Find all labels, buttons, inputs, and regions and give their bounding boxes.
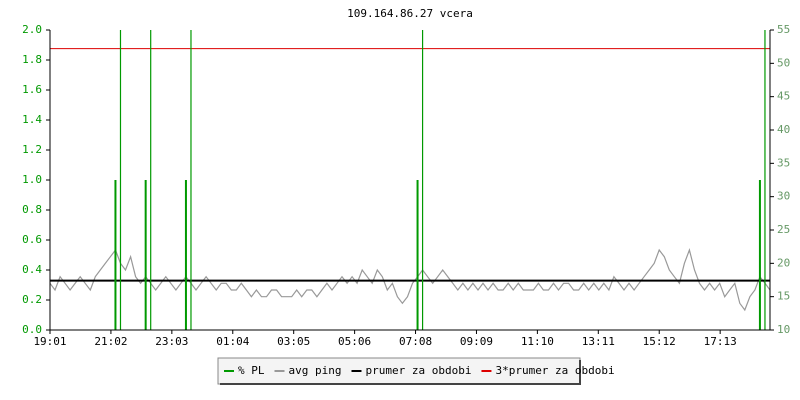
y2-tick-label: 10 [777, 323, 790, 336]
y-tick-label: 1.4 [22, 113, 42, 126]
y-tick-label: 2.0 [22, 23, 42, 36]
legend-label: 3*prumer za obdobi [495, 364, 614, 377]
y-tick-label: 1.6 [22, 83, 42, 96]
y2-tick-label: 35 [777, 156, 790, 169]
ping-line [50, 248, 770, 312]
legend-label: prumer za obdobi [365, 364, 471, 377]
x-tick-label: 17:13 [704, 335, 737, 348]
x-tick-label: 01:04 [216, 335, 249, 348]
y2-tick-label: 30 [777, 190, 790, 203]
y-tick-label: 1.8 [22, 53, 42, 66]
y2-tick-label: 45 [777, 90, 790, 103]
x-tick-label: 07:08 [399, 335, 432, 348]
x-tick-label: 13:11 [582, 335, 615, 348]
y2-tick-label: 55 [777, 23, 790, 36]
x-tick-label: 09:09 [460, 335, 493, 348]
x-tick-label: 05:06 [338, 335, 371, 348]
plot-area [50, 30, 770, 330]
y-tick-label: 0.4 [22, 263, 42, 276]
x-tick-label: 11:10 [521, 335, 554, 348]
x-tick-label: 19:01 [33, 335, 66, 348]
y2-tick-label: 40 [777, 123, 790, 136]
legend-label: % PL [238, 364, 265, 377]
y-tick-label: 0.6 [22, 233, 42, 246]
y2-tick-label: 20 [777, 256, 790, 269]
y2-tick-label: 15 [777, 290, 790, 303]
x-tick-label: 21:02 [94, 335, 127, 348]
y2-tick-label: 50 [777, 56, 790, 69]
y-tick-label: 0.8 [22, 203, 42, 216]
x-tick-label: 15:12 [643, 335, 676, 348]
x-tick-label: 03:05 [277, 335, 310, 348]
y2-tick-label: 25 [777, 223, 790, 236]
legend-label: avg ping [289, 364, 342, 377]
y-tick-label: 1.0 [22, 173, 42, 186]
y-tick-label: 0.2 [22, 293, 42, 306]
x-tick-label: 23:03 [155, 335, 188, 348]
y-tick-label: 0.0 [22, 323, 42, 336]
y-tick-label: 1.2 [22, 143, 42, 156]
chart-title: 109.164.86.27 vcera [347, 7, 473, 20]
